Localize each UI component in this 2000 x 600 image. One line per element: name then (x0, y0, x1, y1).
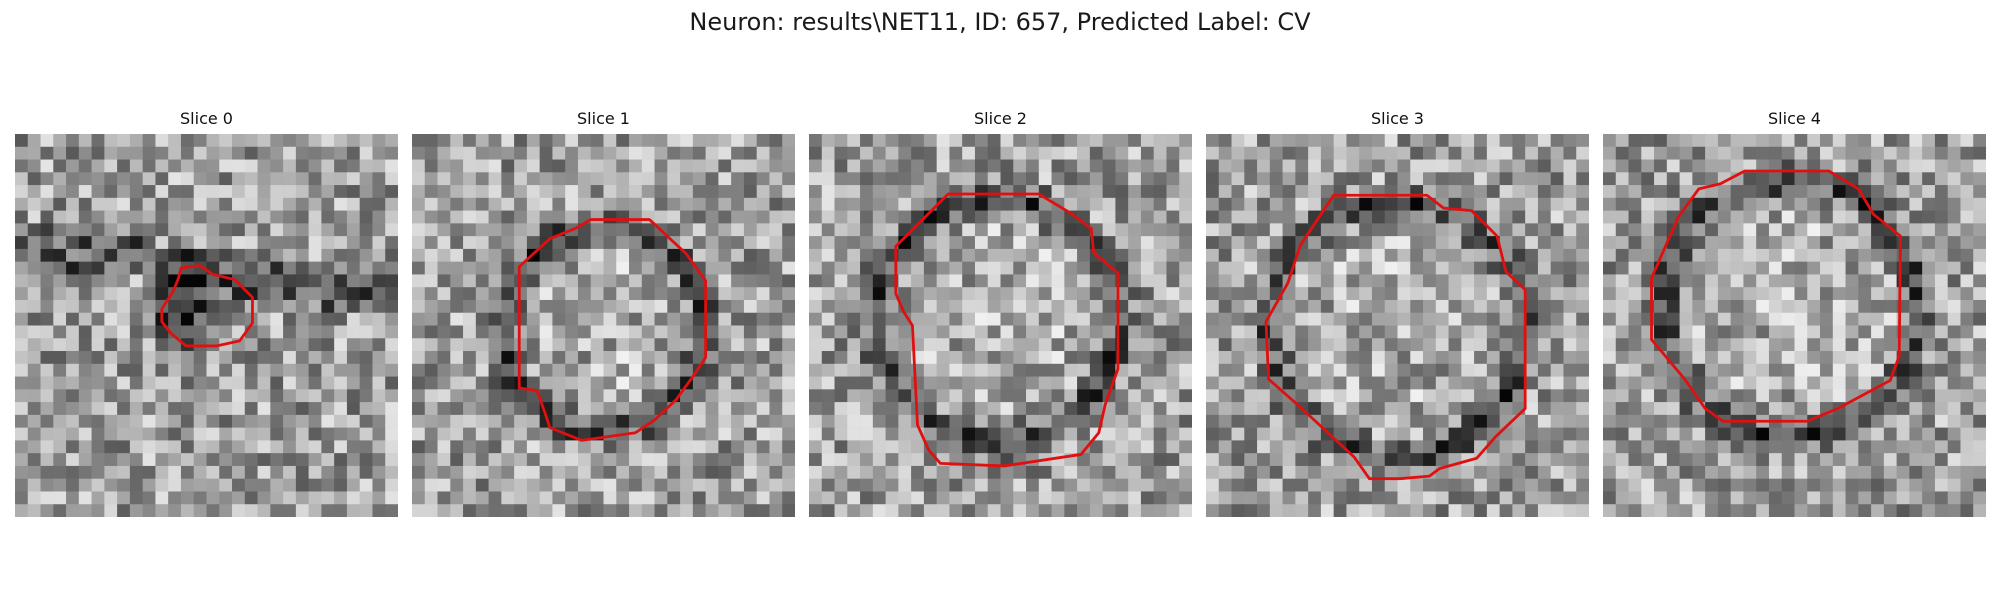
slice-image-3 (1206, 134, 1589, 517)
slice-image-2 (809, 134, 1192, 517)
slice-title-2: Slice 2 (974, 109, 1027, 128)
slice-panel-2: Slice 2 (809, 108, 1192, 517)
segmentation-contour-1 (517, 218, 708, 442)
slice-title-1: Slice 1 (577, 109, 630, 128)
slice-title-0: Slice 0 (180, 109, 233, 128)
slice-image-4 (1603, 134, 1986, 517)
slice-title-3: Slice 3 (1371, 109, 1424, 128)
segmentation-contour-0 (160, 264, 254, 348)
slice-panel-4: Slice 4 (1603, 108, 1986, 517)
segmentation-contour-4 (1650, 169, 1902, 423)
slice-panel-3: Slice 3 (1206, 108, 1589, 517)
figure-title: Neuron: results\NET11, ID: 657, Predicte… (689, 8, 1311, 36)
segmentation-contour-2 (894, 192, 1120, 468)
slice-image-1 (412, 134, 795, 517)
slice-panel-1: Slice 1 (412, 108, 795, 517)
slice-image-0 (15, 134, 398, 517)
slice-panel-0: Slice 0 (15, 108, 398, 517)
slice-title-4: Slice 4 (1768, 109, 1821, 128)
segmentation-contour-3 (1264, 193, 1527, 481)
